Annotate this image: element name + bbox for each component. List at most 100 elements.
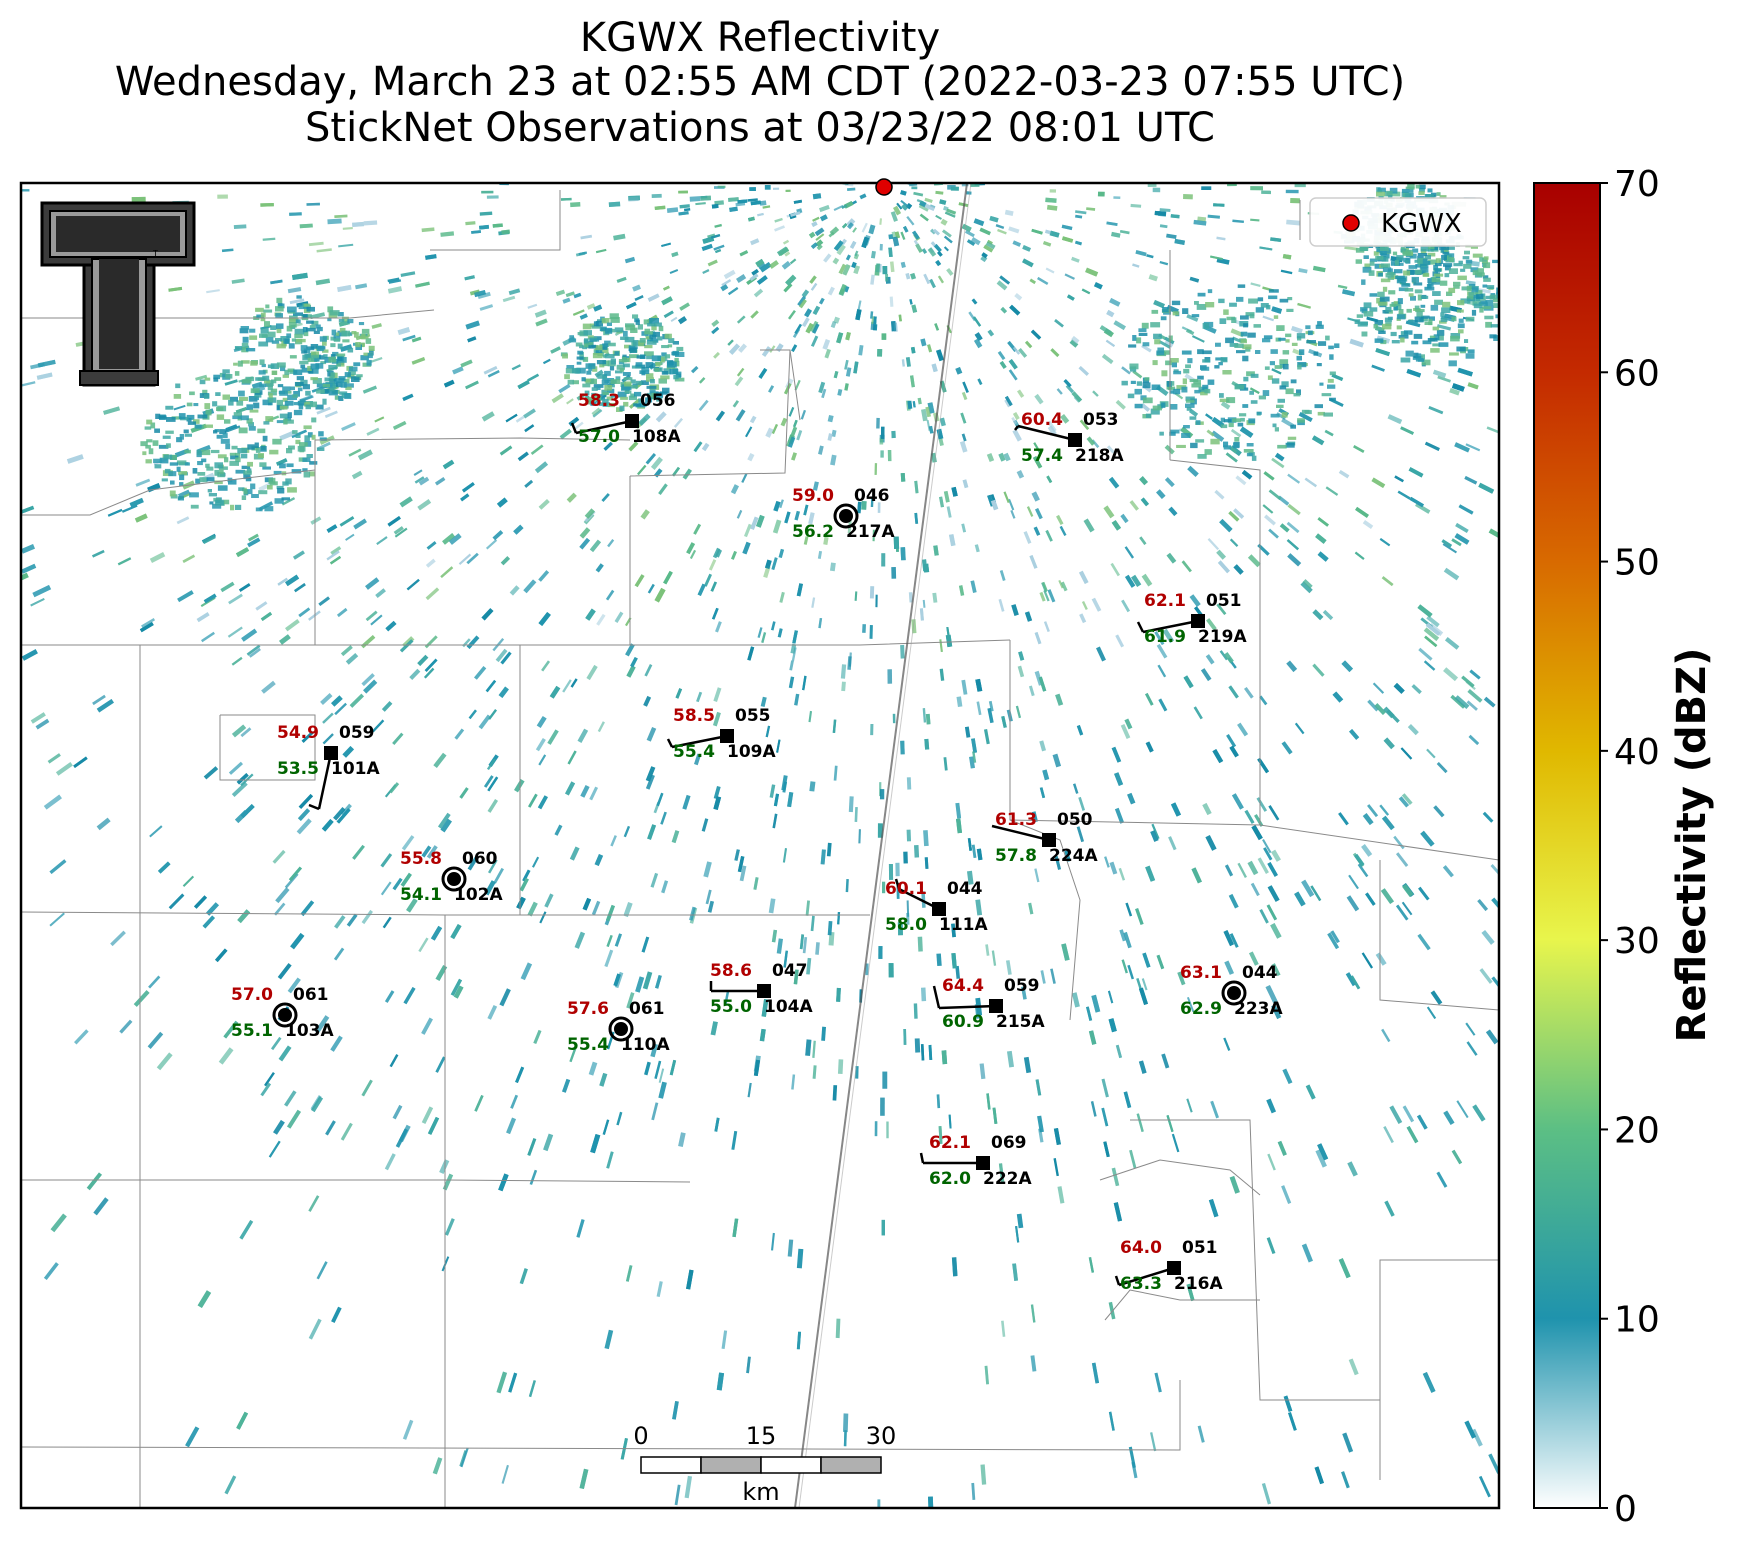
- station-temperature: 64.4: [942, 976, 984, 996]
- station-marker-square: [1042, 833, 1056, 847]
- station-216a: 64.0 051 63.3 216A: [1114, 1238, 1223, 1294]
- colorbar-tick-label: 0: [1614, 1489, 1637, 1530]
- county-boundaries: [21, 190, 1499, 1508]
- station-wind-direction: 051: [1182, 1238, 1218, 1258]
- wind-barb: [1114, 1275, 1121, 1286]
- station-dewpoint: 55.0: [710, 997, 752, 1017]
- station-219a: 62.1 051 61.9 219A: [1136, 591, 1247, 647]
- station-marker-square: [1191, 614, 1205, 628]
- station-dewpoint: 53.5: [277, 759, 319, 779]
- colorbar-tick-label: 70: [1614, 164, 1660, 205]
- colorbar-gradient: [1533, 182, 1601, 1509]
- station-wind-direction: 061: [629, 999, 665, 1019]
- station-id: 224A: [1049, 846, 1098, 866]
- station-marker-square: [932, 902, 946, 916]
- station-104a: 58.6 047 55.0 104A: [709, 961, 813, 1017]
- scale-tick-15: 15: [746, 1422, 777, 1450]
- station-id: 222A: [983, 1169, 1032, 1189]
- station-marker-calm-circle: [441, 866, 467, 892]
- station-temperature: 62.1: [1144, 591, 1186, 611]
- station-temperature: 62.1: [929, 1133, 971, 1153]
- station-temperature: 57.6: [567, 999, 609, 1019]
- station-marker-calm-circle: [272, 1002, 298, 1028]
- title-line-1: KGWX Reflectivity: [579, 15, 941, 61]
- station-marker-dot: [447, 872, 461, 886]
- wind-barb: [991, 824, 1050, 842]
- legend-kgwx-label: KGWX: [1381, 209, 1462, 239]
- wind-barb: [1017, 424, 1076, 442]
- wind-barb: [671, 734, 728, 749]
- station-marker-square: [757, 984, 771, 998]
- title-line-3: StickNet Observations at 03/23/22 08:01 …: [305, 105, 1215, 151]
- station-temperature: 55.8: [400, 849, 442, 869]
- wind-barb: [308, 803, 320, 811]
- station-temperature: 61.3: [995, 810, 1037, 830]
- station-wind-direction: 047: [772, 961, 808, 981]
- wind-barb: [575, 419, 633, 435]
- station-marker-square: [1167, 1261, 1181, 1275]
- colorbar-tick-label: 50: [1614, 543, 1660, 584]
- station-wind-direction: 056: [640, 391, 676, 411]
- sticknet-stations: 58.3 056 57.0 108A 60.4 053 57.4 218A 59.0 046 56.…: [231, 391, 1283, 1294]
- station-dewpoint: 57.8: [995, 846, 1037, 866]
- station-temperature: 63.1: [1180, 963, 1222, 983]
- station-dewpoint: 62.0: [929, 1169, 971, 1189]
- station-wind-direction: 061: [293, 985, 329, 1005]
- kgwx-radar-site-marker: [875, 178, 893, 196]
- station-dewpoint: 57.4: [1021, 446, 1063, 466]
- station-102a: 55.8 060 54.1 102A: [400, 849, 503, 905]
- station-marker-square: [1068, 433, 1082, 447]
- station-dewpoint: 63.3: [1120, 1274, 1162, 1294]
- wind-barb: [938, 1004, 997, 1010]
- station-temperature: 58.3: [578, 391, 620, 411]
- colorbar-tick-label: 20: [1614, 1110, 1660, 1151]
- wind-barb: [666, 738, 674, 748]
- colorbar-title: Reflectivity (dBZ): [1669, 648, 1715, 1043]
- colorbar: 0 10 20 30 40 50 60 70 Reflectivity (dBZ): [1533, 164, 1715, 1530]
- station-223a: 63.1 044 62.9 223A: [1180, 963, 1283, 1019]
- station-215a: 64.4 059 60.9 215A: [932, 976, 1045, 1032]
- station-marker-dot: [1227, 986, 1241, 1000]
- station-wind-direction: 053: [1083, 410, 1119, 430]
- station-222a: 62.1 069 62.0 222A: [919, 1133, 1032, 1189]
- colorbar-tick-label: 60: [1614, 353, 1660, 394]
- scale-unit: km: [742, 1478, 779, 1506]
- wind-barb: [1118, 1266, 1175, 1287]
- station-marker-square: [989, 999, 1003, 1013]
- station-wind-direction: 050: [1057, 810, 1093, 830]
- scale-tick-0: 0: [633, 1422, 648, 1450]
- station-marker-calm-circle: [608, 1016, 634, 1042]
- station-temperature: 57.0: [231, 985, 273, 1005]
- station-dewpoint: 57.0: [578, 427, 620, 447]
- station-101a: 54.9 059 53.5 101A: [277, 723, 380, 811]
- station-wind-direction: 055: [735, 706, 771, 726]
- texas-tech-logo: T: [40, 201, 196, 387]
- legend-kgwx-marker: [1342, 214, 1360, 232]
- station-marker-square: [625, 414, 639, 428]
- station-wind-direction: 059: [1004, 976, 1040, 996]
- radar-reflectivity-layer: [21, 183, 1499, 1508]
- station-marker-square: [976, 1156, 990, 1170]
- station-dewpoint: 58.0: [885, 915, 927, 935]
- logo-mark: T: [152, 249, 158, 258]
- station-wind-direction: 044: [947, 879, 983, 899]
- station-wind-direction: 060: [462, 849, 498, 869]
- station-id: 110A: [621, 1035, 670, 1055]
- wind-barb: [894, 878, 901, 890]
- station-wind-direction: 059: [339, 723, 375, 743]
- station-wind-direction: 069: [991, 1133, 1027, 1153]
- station-id: 219A: [1198, 627, 1247, 647]
- station-wind-direction: 046: [854, 486, 890, 506]
- station-id: 109A: [727, 742, 776, 762]
- station-111a: 60.1 044 58.0 111A: [885, 878, 988, 935]
- station-dewpoint: 55.4: [673, 742, 715, 762]
- station-dewpoint: 62.9: [1180, 999, 1222, 1019]
- station-temperature: 64.0: [1120, 1238, 1162, 1258]
- station-wind-direction: 051: [1206, 591, 1242, 611]
- wind-barb: [1136, 621, 1145, 633]
- station-temperature: 54.9: [277, 723, 319, 743]
- station-dewpoint: 61.9: [1144, 627, 1186, 647]
- station-marker-dot: [614, 1022, 628, 1036]
- station-id: 111A: [939, 915, 988, 935]
